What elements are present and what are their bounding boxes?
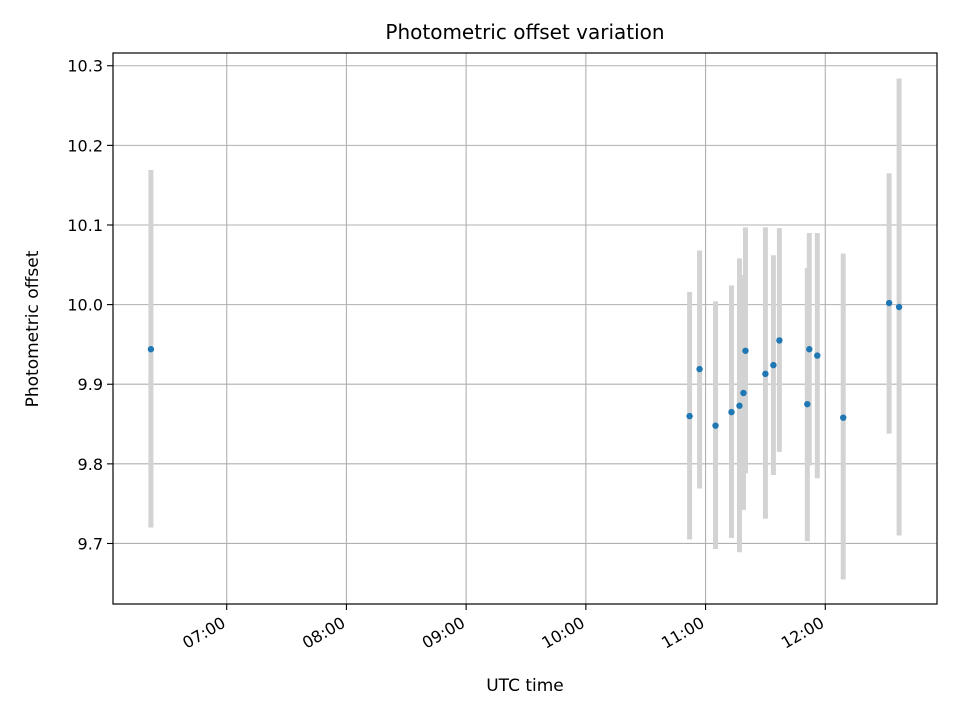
grid (113, 53, 937, 604)
plot-frame (112, 52, 938, 605)
y-tick-label: 10.1 (67, 216, 103, 235)
data-point (712, 422, 719, 429)
y-tick-label: 9.7 (78, 534, 103, 553)
data-point (762, 370, 769, 378)
x-axis-label: UTC time (486, 676, 564, 696)
data-point (806, 346, 813, 353)
y-tick-label: 10.0 (67, 296, 103, 315)
y-tick-label: 10.2 (67, 136, 103, 155)
y-tick-label: 9.8 (78, 455, 103, 474)
data-point (728, 408, 735, 416)
data-point (840, 414, 847, 421)
data-point (742, 347, 749, 354)
data-point (776, 337, 783, 344)
data-point (804, 400, 811, 408)
chart-title: Photometric offset variation (385, 20, 664, 44)
data-point (696, 365, 703, 373)
y-axis-label: Photometric offset (23, 250, 43, 407)
data-point (686, 412, 693, 420)
data-point (885, 299, 893, 307)
data-point (740, 389, 747, 397)
data-point (147, 346, 155, 353)
data-point (770, 361, 777, 369)
y-tick-label: 10.3 (67, 57, 103, 76)
y-tick-label: 9.9 (78, 375, 103, 394)
data-point (895, 303, 903, 311)
data-points (147, 299, 903, 429)
data-point (814, 352, 821, 359)
data-point (736, 402, 743, 409)
